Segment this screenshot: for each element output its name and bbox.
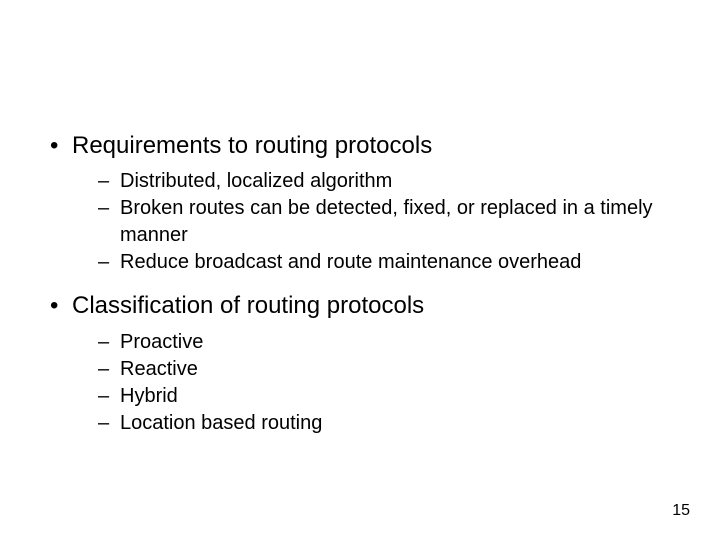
dash-glyph: –	[98, 410, 120, 437]
bullet-glyph: •	[50, 130, 72, 162]
list-item: – Hybrid	[98, 383, 670, 410]
dash-glyph: –	[98, 168, 120, 195]
dash-glyph: –	[98, 249, 120, 276]
dash-glyph: –	[98, 356, 120, 383]
sub-list: – Proactive – Reactive – Hybrid – Locati…	[50, 329, 670, 437]
list-item-text: Proactive	[120, 329, 670, 356]
section-heading: •Requirements to routing protocols	[50, 130, 670, 162]
section-title-text: Requirements to routing protocols	[72, 132, 432, 159]
list-item-text: Reduce broadcast and route maintenance o…	[120, 249, 670, 276]
dash-glyph: –	[98, 195, 120, 249]
list-item: – Reactive	[98, 356, 670, 383]
section-title-text: Classification of routing protocols	[72, 292, 424, 319]
list-item-text: Broken routes can be detected, fixed, or…	[120, 195, 670, 249]
list-item: – Proactive	[98, 329, 670, 356]
list-item-text: Reactive	[120, 356, 670, 383]
bullet-glyph: •	[50, 290, 72, 322]
list-item-text: Distributed, localized algorithm	[120, 168, 670, 195]
list-item-text: Hybrid	[120, 383, 670, 410]
page-number: 15	[672, 502, 690, 520]
sub-list: – Distributed, localized algorithm – Bro…	[50, 168, 670, 276]
list-item: – Broken routes can be detected, fixed, …	[98, 195, 670, 249]
section-heading: •Classification of routing protocols	[50, 290, 670, 322]
list-item: – Location based routing	[98, 410, 670, 437]
list-item: – Distributed, localized algorithm	[98, 168, 670, 195]
list-item-text: Location based routing	[120, 410, 670, 437]
dash-glyph: –	[98, 383, 120, 410]
slide: •Requirements to routing protocols – Dis…	[0, 0, 720, 540]
list-item: – Reduce broadcast and route maintenance…	[98, 249, 670, 276]
dash-glyph: –	[98, 329, 120, 356]
